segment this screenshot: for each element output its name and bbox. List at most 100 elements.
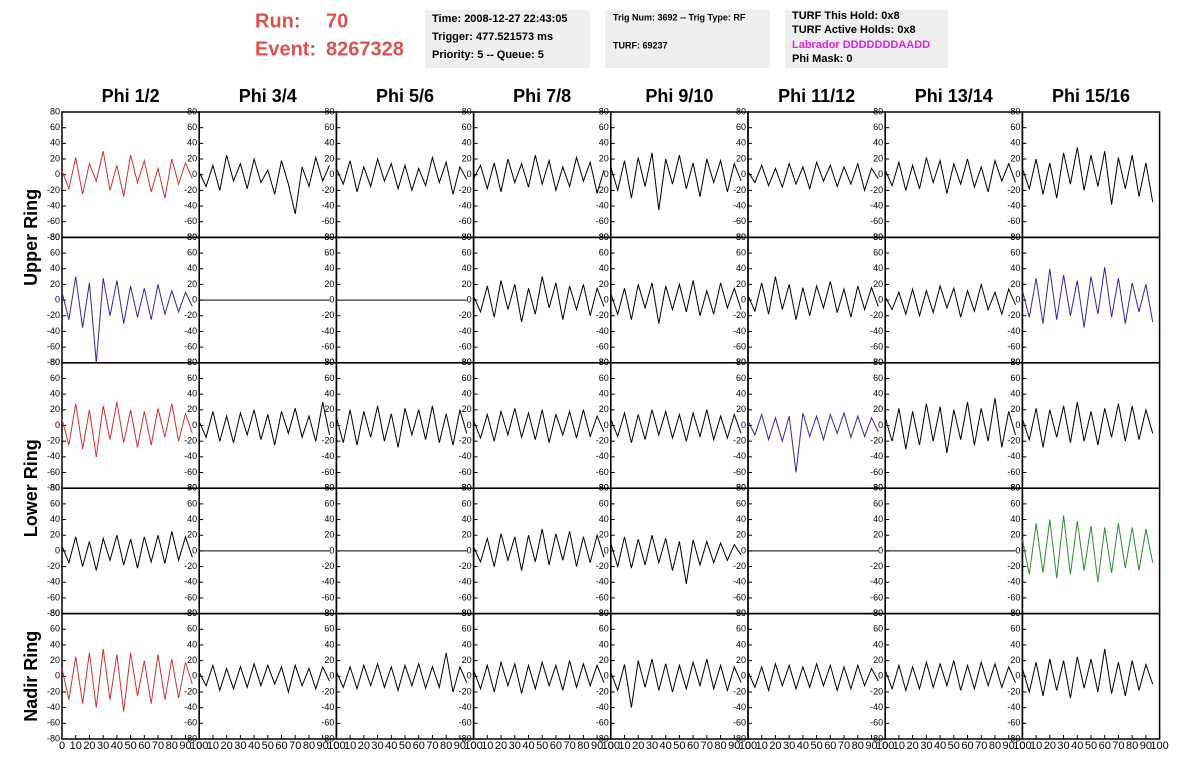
y-tick-label: -40 xyxy=(1007,326,1020,336)
y-tick-label: 80 xyxy=(873,483,883,493)
y-tick-label: 0 xyxy=(55,294,60,304)
y-tick-label: 20 xyxy=(187,404,197,414)
y-tick-label: 0 xyxy=(604,671,609,681)
y-tick-label: 20 xyxy=(50,279,60,289)
y-tick-label: -80 xyxy=(47,733,60,743)
y-tick-label: -20 xyxy=(733,686,746,696)
x-tick-label: 40 xyxy=(111,740,123,752)
run-label: Run: xyxy=(255,10,301,32)
y-tick-label: 80 xyxy=(873,106,883,116)
panel-frame xyxy=(198,362,338,489)
y-tick-label: 40 xyxy=(462,138,472,148)
y-tick-label: 40 xyxy=(324,514,334,524)
y-tick-label: 60 xyxy=(599,498,609,508)
x-tick-label: 20 xyxy=(221,740,233,752)
y-tick-label: 80 xyxy=(187,483,197,493)
waveform xyxy=(61,531,193,571)
y-tick-label: -60 xyxy=(1007,342,1020,352)
phi-mask: Phi Mask: 0 xyxy=(792,53,853,65)
y-tick-label: 20 xyxy=(462,153,472,163)
x-tick-label: 80 xyxy=(989,740,1001,752)
y-tick-label: 40 xyxy=(736,263,746,273)
y-tick-label: 0 xyxy=(741,169,746,179)
x-tick-label: 10 xyxy=(1030,740,1042,752)
y-tick-label: -20 xyxy=(184,310,197,320)
y-tick-label: 60 xyxy=(324,373,334,383)
x-tick-label: 80 xyxy=(852,740,864,752)
y-tick-label: 60 xyxy=(1010,247,1020,257)
y-tick-label: -20 xyxy=(47,185,60,195)
y-tick-label: -20 xyxy=(733,310,746,320)
y-tick-label: 60 xyxy=(462,498,472,508)
y-tick-label: 20 xyxy=(462,404,472,414)
y-tick-label: -20 xyxy=(596,310,609,320)
waveform xyxy=(1021,267,1154,328)
y-tick-label: 20 xyxy=(873,655,883,665)
y-tick-label: 20 xyxy=(599,404,609,414)
y-tick-label: -40 xyxy=(321,451,334,461)
y-tick-label: -20 xyxy=(1007,185,1020,195)
y-tick-label: -20 xyxy=(321,686,334,696)
x-tick-label: 30 xyxy=(920,740,932,752)
y-tick-label: -20 xyxy=(184,436,197,446)
y-tick-label: 0 xyxy=(55,169,60,179)
y-tick-label: 20 xyxy=(599,153,609,163)
y-tick-label: 80 xyxy=(599,483,609,493)
waveform xyxy=(198,154,330,215)
y-tick-label: 40 xyxy=(873,639,883,649)
labrador: Labrador DDDDDDDAADD xyxy=(792,39,930,51)
y-tick-label: 40 xyxy=(1010,389,1020,399)
panel-frame xyxy=(610,612,749,740)
y-tick-label: -60 xyxy=(47,467,60,477)
y-tick-label: 0 xyxy=(192,169,197,179)
x-tick-label: 60 xyxy=(687,740,699,752)
y-tick-label: 60 xyxy=(873,122,883,132)
y-tick-label: -40 xyxy=(596,451,609,461)
panel-frame xyxy=(472,612,612,740)
turf-box xyxy=(785,10,948,68)
y-tick-label: 80 xyxy=(462,357,472,367)
y-tick-label: -80 xyxy=(596,733,609,743)
x-tick-label: 20 xyxy=(632,740,644,752)
y-tick-label: 0 xyxy=(1015,420,1020,430)
y-tick-label: 60 xyxy=(873,498,883,508)
y-tick-label: 80 xyxy=(50,106,60,116)
y-tick-label: 80 xyxy=(462,483,472,493)
x-tick-label: 90 xyxy=(317,740,329,752)
waveform xyxy=(61,276,193,363)
y-tick-label: -20 xyxy=(459,310,472,320)
panel-frame xyxy=(884,362,1024,489)
y-tick-label: 40 xyxy=(873,389,883,399)
y-tick-label: 40 xyxy=(462,514,472,524)
y-tick-label: -40 xyxy=(1007,451,1020,461)
y-tick-label: 0 xyxy=(329,545,334,555)
y-tick-label: -20 xyxy=(321,185,334,195)
y-tick-label: 20 xyxy=(50,153,60,163)
y-tick-label: 40 xyxy=(187,138,197,148)
y-tick-label: -40 xyxy=(733,702,746,712)
y-tick-label: 20 xyxy=(187,530,197,540)
y-tick-label: 60 xyxy=(736,624,746,634)
waveform xyxy=(61,151,193,199)
x-tick-label: 40 xyxy=(934,740,946,752)
y-tick-label: -60 xyxy=(47,718,60,728)
y-tick-label: 80 xyxy=(1010,106,1020,116)
y-tick-label: 20 xyxy=(1010,530,1020,540)
y-tick-label: 80 xyxy=(187,106,197,116)
y-tick-label: 20 xyxy=(599,655,609,665)
y-tick-label: -40 xyxy=(184,200,197,210)
y-tick-label: 60 xyxy=(50,498,60,508)
y-tick-label: 40 xyxy=(599,639,609,649)
x-tick-label: 50 xyxy=(536,740,548,752)
y-tick-label: 20 xyxy=(1010,404,1020,414)
y-tick-label: 0 xyxy=(1015,294,1020,304)
x-tick-label: 20 xyxy=(1044,740,1056,752)
y-tick-label: -80 xyxy=(459,733,472,743)
y-tick-label: 40 xyxy=(736,389,746,399)
y-tick-label: -20 xyxy=(47,561,60,571)
panel-frame xyxy=(1021,111,1161,239)
x-tick-label: 100 xyxy=(876,740,894,752)
x-tick-label: 80 xyxy=(166,740,178,752)
y-tick-label: -60 xyxy=(184,342,197,352)
